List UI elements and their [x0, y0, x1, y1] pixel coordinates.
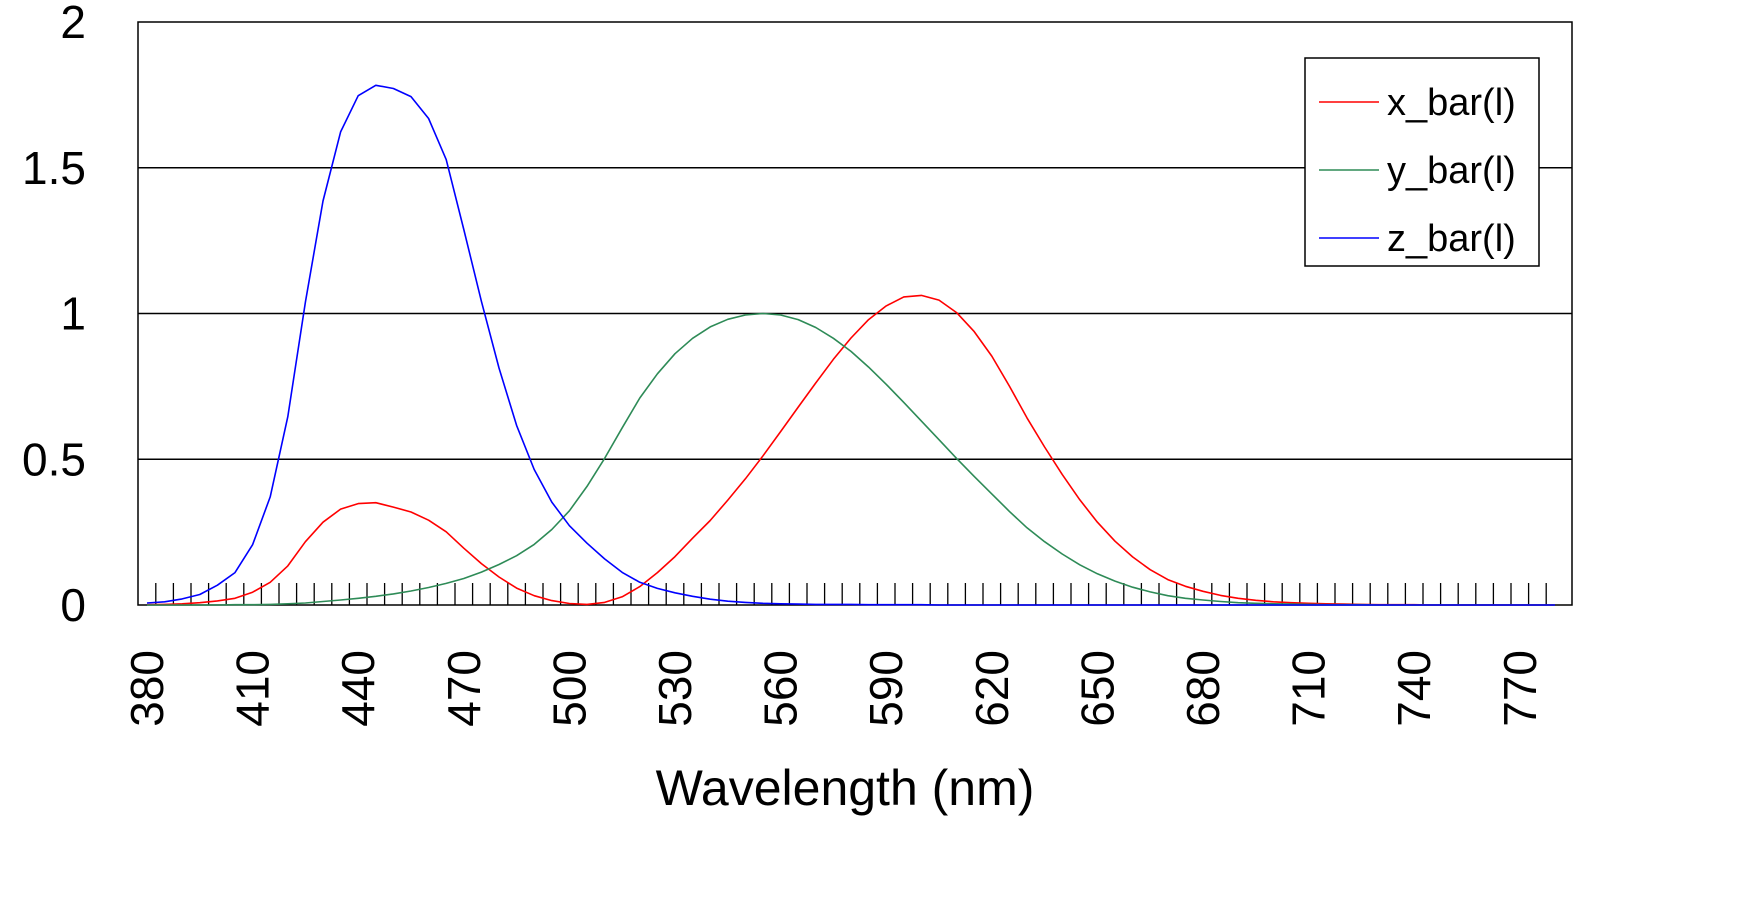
x-tick-label-7: 590 [860, 650, 912, 727]
x-tick-label-12: 740 [1388, 650, 1440, 727]
x-tick-label-1: 410 [227, 650, 279, 727]
x-tick-label-9: 650 [1071, 650, 1123, 727]
x-tick-label-6: 560 [755, 650, 807, 727]
y-tick-label-4: 2 [60, 0, 86, 48]
legend-label-y_bar: y_bar(l) [1387, 150, 1516, 192]
x-tick-label-10: 680 [1177, 650, 1229, 727]
series-lines [146, 84, 1555, 606]
x-tick-label-3: 470 [438, 650, 490, 727]
x-tick-label-4: 500 [543, 650, 595, 727]
x-tick-label-11: 710 [1283, 650, 1335, 727]
legend-box [1304, 57, 1540, 267]
legend-label-x_bar: x_bar(l) [1387, 82, 1516, 124]
series-line-z_bar [146, 84, 1555, 606]
x-tick-label-2: 440 [332, 650, 384, 727]
y-tick-labels: 0 0.5 1 1.5 2 [22, 0, 86, 631]
y-tick-label-2: 1 [60, 288, 86, 340]
x-tick-label-0: 380 [121, 650, 173, 727]
x-tick-label-13: 770 [1494, 650, 1546, 727]
legend: x_bar(l) y_bar(l) z_bar(l) [1304, 57, 1540, 267]
x-tick-label-8: 620 [966, 650, 1018, 727]
x-tick-label-5: 530 [649, 650, 701, 727]
y-tick-label-1: 0.5 [22, 433, 86, 485]
y-tick-label-0: 0 [60, 579, 86, 631]
y-tick-label-3: 1.5 [22, 142, 86, 194]
x-axis-title: Wavelength (nm) [656, 760, 1035, 816]
legend-label-z_bar: z_bar(l) [1387, 218, 1516, 260]
series-line-x_bar [146, 294, 1555, 606]
x-tick-labels: 380 410 440 470 500 530 560 590 620 650 680 710 740 7… [121, 650, 1546, 727]
